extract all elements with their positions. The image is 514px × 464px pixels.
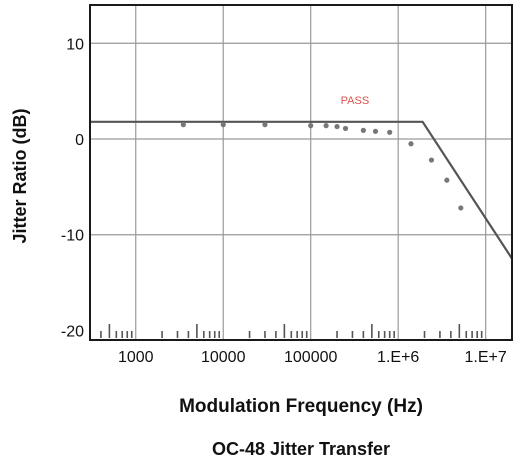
y-tick-label: -10 [61,228,84,245]
measured-point [220,122,226,128]
x-tick-label: 1000 [118,349,154,366]
measured-point [308,123,314,129]
measured-point [387,129,393,135]
measured-point [180,122,186,128]
measured-point [360,127,366,133]
x-tick-label: 1.E+6 [377,349,419,366]
chart-title: OC-48 Jitter Transfer [212,439,390,459]
y-tick-labels: 10 0 -10 -20 [61,36,84,340]
x-axis-label: Modulation Frequency (Hz) [179,396,423,417]
measured-point [458,205,464,211]
series-group [90,120,513,260]
x-tick-label: 10000 [201,349,246,366]
measured-point [334,123,340,130]
x-tick-label: 1.E+7 [465,349,507,366]
y-tick-label: 10 [66,36,84,53]
x-tick-labels: 1000 10000 100000 1.E+6 1.E+7 [118,349,507,366]
measured-point [444,177,450,183]
grid-lines [90,5,512,340]
y-axis-label: Jitter Ratio (dB) [10,108,30,243]
plot-frame [89,4,513,341]
y-tick-label: -20 [61,323,84,340]
x-tick-label: 100000 [284,349,337,366]
mask-limit-line [90,120,513,260]
minor-tick-marks [89,324,513,338]
measured-point [323,123,329,129]
measured-point [372,128,379,134]
measured-point [408,141,414,147]
pass-annotation: PASS [341,95,370,107]
measured-point [262,122,268,128]
measured-point [428,157,435,163]
measured-point [342,125,349,132]
y-tick-label: 0 [75,132,84,149]
